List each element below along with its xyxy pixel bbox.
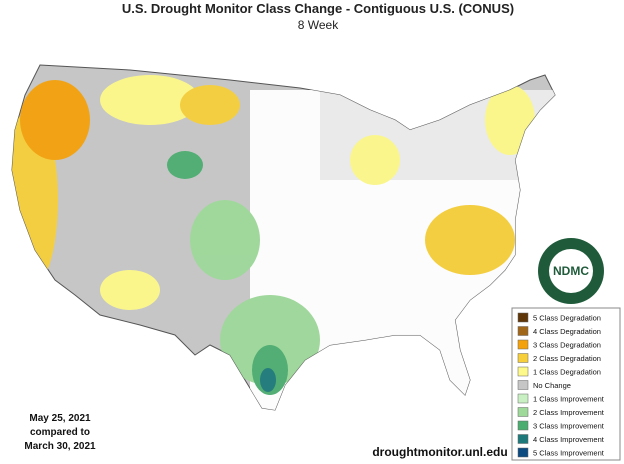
legend-label: 3 Class Improvement: [533, 422, 605, 431]
legend-label: 5 Class Degradation: [533, 314, 601, 323]
legend-label: 4 Class Improvement: [533, 435, 605, 444]
legend-label: 1 Class Degradation: [533, 368, 601, 377]
us-map: [11, 64, 556, 411]
legend-swatch: [517, 434, 529, 444]
legend: 5 Class Degradation 4 Class Degradation 3 …: [511, 307, 621, 461]
logo: NDMC: [538, 238, 604, 304]
legend-swatch: [517, 312, 529, 323]
date-connector: compared to: [30, 427, 90, 438]
legend-swatch: [517, 380, 529, 390]
legend-swatch: [517, 366, 529, 377]
legend-swatch: [517, 447, 529, 458]
legend-label: 2 Class Degradation: [533, 354, 601, 363]
subtitle: 8 Week: [298, 18, 339, 32]
legend-swatch: [517, 339, 529, 350]
legend-swatch: [517, 353, 529, 363]
legend-swatch: [517, 420, 529, 431]
legend-swatch: [517, 393, 529, 404]
legend-swatch: [517, 407, 529, 417]
footer-url: droughtmonitor.unl.edu: [372, 445, 507, 459]
date-current: May 25, 2021: [29, 413, 91, 424]
legend-label: 4 Class Degradation: [533, 327, 601, 336]
legend-label: 2 Class Improvement: [533, 408, 605, 417]
date-previous: March 30, 2021: [24, 441, 96, 452]
legend-label: 1 Class Improvement: [533, 395, 605, 404]
title: U.S. Drought Monitor Class Change - Cont…: [122, 1, 514, 16]
legend-label: 5 Class Improvement: [533, 449, 605, 458]
logo-text: NDMC: [553, 264, 589, 278]
legend-label: No Change: [533, 381, 571, 390]
legend-swatch: [517, 326, 529, 336]
legend-label: 3 Class Degradation: [533, 341, 601, 350]
